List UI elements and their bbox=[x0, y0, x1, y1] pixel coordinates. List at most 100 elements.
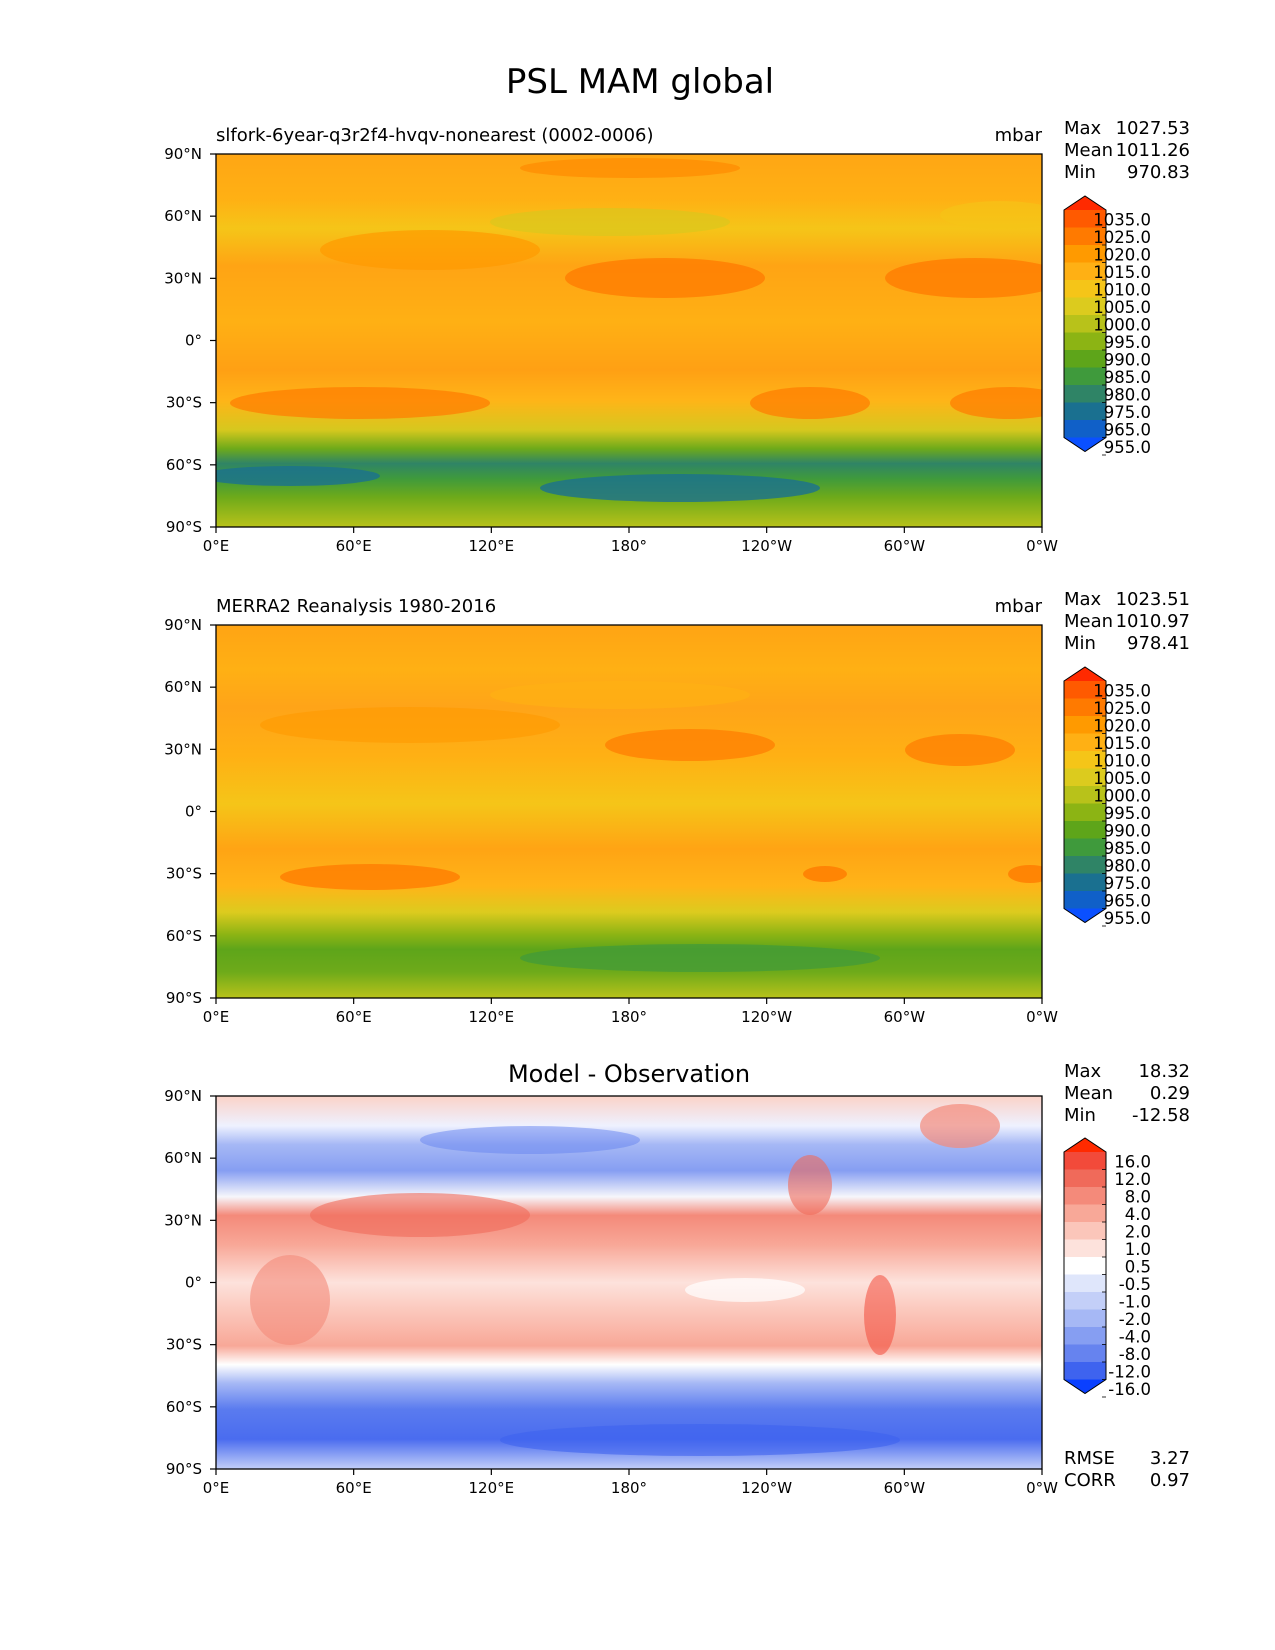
panel-model: slfork-6year-q3r2f4-hvqv-nonearest (0002… bbox=[164, 118, 1190, 555]
colorbar-label: 1020.0 bbox=[1093, 246, 1151, 265]
colorbar-label: 965.0 bbox=[1104, 892, 1151, 911]
colorbar-label: 990.0 bbox=[1104, 822, 1151, 841]
colorbar-segment bbox=[1064, 262, 1106, 281]
colorbar-label: -12.0 bbox=[1108, 1363, 1151, 1382]
y-tick-label: 60°S bbox=[166, 456, 202, 474]
siberian-high bbox=[320, 230, 540, 270]
panel-obs-units: mbar bbox=[995, 596, 1043, 617]
panel-diff-rmse-label: RMSE bbox=[1064, 1448, 1115, 1469]
panel-obs-max-value: 1023.51 bbox=[1116, 589, 1190, 610]
colorbar-label: 12.0 bbox=[1114, 1170, 1151, 1189]
x-tick-label: 180° bbox=[611, 537, 647, 555]
panel-model-min-value: 970.83 bbox=[1127, 162, 1190, 183]
x-tick-label: 60°E bbox=[336, 1008, 372, 1026]
panel-diff-title: Model - Observation bbox=[508, 1060, 750, 1088]
colorbar-segment bbox=[1064, 803, 1106, 822]
colorbar-segment bbox=[1064, 402, 1106, 421]
colorbar-segment bbox=[1064, 350, 1106, 369]
colorbar-label: 0.5 bbox=[1125, 1258, 1151, 1277]
antarctic-negative bbox=[500, 1424, 900, 1456]
africa-positive bbox=[250, 1255, 330, 1345]
colorbar-label: 1020.0 bbox=[1093, 717, 1151, 736]
x-tick-label: 0°W bbox=[1026, 1479, 1058, 1497]
pacific-neutral bbox=[685, 1278, 805, 1302]
colorbar-segment bbox=[1064, 698, 1106, 717]
y-tick-label: 90°S bbox=[166, 518, 202, 536]
panel-diff-map bbox=[216, 1096, 1042, 1469]
panel-obs: MERRA2 Reanalysis 1980-2016 mbar 0°E 60°E… bbox=[164, 589, 1190, 1026]
colorbar-label: 1005.0 bbox=[1093, 769, 1151, 788]
panel-obs-mean-value: 1010.97 bbox=[1116, 611, 1190, 632]
colorbar-segment bbox=[1064, 245, 1106, 264]
colorbar-label: 990.0 bbox=[1104, 351, 1151, 370]
y-tick-label: 90°N bbox=[164, 1087, 202, 1105]
panel-obs-min-label: Min bbox=[1064, 633, 1096, 654]
x-tick-label: 60°W bbox=[884, 537, 926, 555]
x-tick-label: 180° bbox=[611, 1008, 647, 1026]
colorbar-segment bbox=[1064, 227, 1106, 246]
y-tick-label: 60°N bbox=[164, 207, 202, 225]
colorbar-label: 16.0 bbox=[1114, 1153, 1151, 1172]
colorbar-segment bbox=[1064, 1327, 1106, 1346]
colorbar-segment bbox=[1064, 768, 1106, 787]
colorbar-segment bbox=[1064, 873, 1106, 892]
panel-model-units: mbar bbox=[995, 125, 1043, 146]
panel-model-max-label: Max bbox=[1064, 118, 1102, 139]
colorbar-label: -4.0 bbox=[1119, 1328, 1151, 1347]
panel-obs-max-label: Max bbox=[1064, 589, 1102, 610]
panel-obs-mean-label: Mean bbox=[1064, 611, 1113, 632]
panel-model-map bbox=[216, 154, 1042, 527]
colorbar-segment bbox=[1064, 420, 1106, 439]
colorbar-extend-max bbox=[1064, 667, 1106, 681]
colorbar-segment bbox=[1064, 280, 1106, 299]
colorbar-label: -1.0 bbox=[1119, 1293, 1151, 1312]
panel-model-mean-value: 1011.26 bbox=[1116, 140, 1190, 161]
x-tick-label: 120°W bbox=[741, 1008, 792, 1026]
andes-positive bbox=[864, 1275, 896, 1355]
colorbar-label: 955.0 bbox=[1104, 909, 1151, 928]
colorbar-extend-min bbox=[1064, 437, 1106, 452]
y-tick-label: 60°N bbox=[164, 678, 202, 696]
colorbar-segment bbox=[1064, 891, 1106, 910]
arctic-high bbox=[520, 158, 740, 178]
y-tick-label: 0° bbox=[185, 332, 202, 350]
colorbar-label: 975.0 bbox=[1104, 403, 1151, 422]
panel-diff-max-label: Max bbox=[1064, 1061, 1102, 1082]
panel-model-max-value: 1027.53 bbox=[1116, 118, 1190, 139]
colorbar-label: 1.0 bbox=[1125, 1240, 1151, 1259]
colorbar-label: 1010.0 bbox=[1093, 281, 1151, 300]
x-tick-label: 60°E bbox=[336, 537, 372, 555]
y-tick-label: 30°N bbox=[164, 740, 202, 758]
panel-model-axes: 0°E 60°E 120°E 180° 120°W 60°W 0°W 90°N 60°N 30°N… bbox=[164, 145, 1058, 555]
colorbar-label: 975.0 bbox=[1104, 874, 1151, 893]
x-tick-label: 0°W bbox=[1026, 1008, 1058, 1026]
panel-obs-field bbox=[216, 625, 1042, 998]
greenland-positive bbox=[920, 1104, 1000, 1148]
panel-diff-mean-label: Mean bbox=[1064, 1083, 1113, 1104]
colorbar-label: 4.0 bbox=[1125, 1205, 1151, 1224]
colorbar-label: -8.0 bbox=[1119, 1345, 1151, 1364]
colorbar-label: 1005.0 bbox=[1093, 298, 1151, 317]
panel-diff-corr-value: 0.97 bbox=[1150, 1470, 1190, 1491]
y-tick-label: 90°N bbox=[164, 616, 202, 634]
colorbar-segment bbox=[1064, 751, 1106, 770]
colorbar-label: -0.5 bbox=[1119, 1275, 1151, 1294]
colorbar-segment bbox=[1064, 1152, 1106, 1171]
colorbar-segment bbox=[1064, 786, 1106, 805]
y-tick-label: 30°S bbox=[166, 1336, 202, 1354]
circumpolar-low-pacific bbox=[540, 474, 820, 502]
colorbar-segment bbox=[1064, 1187, 1106, 1206]
panel-diff-mean-value: 0.29 bbox=[1150, 1083, 1190, 1104]
x-tick-label: 180° bbox=[611, 1479, 647, 1497]
panel-obs-colorbar: 1035.01025.01020.01015.01010.01005.01000… bbox=[1063, 666, 1151, 928]
colorbar-label: -2.0 bbox=[1119, 1310, 1151, 1329]
y-tick-label: 0° bbox=[185, 1274, 202, 1292]
aleutian-low bbox=[490, 208, 730, 236]
colorbar-label: 965.0 bbox=[1104, 421, 1151, 440]
s-atlantic-high bbox=[1008, 865, 1042, 883]
icelandic-low bbox=[940, 201, 1042, 229]
colorbar-label: 1025.0 bbox=[1093, 228, 1151, 247]
panel-model-title: slfork-6year-q3r2f4-hvqv-nonearest (0002… bbox=[216, 125, 654, 146]
x-tick-label: 120°E bbox=[469, 1008, 515, 1026]
